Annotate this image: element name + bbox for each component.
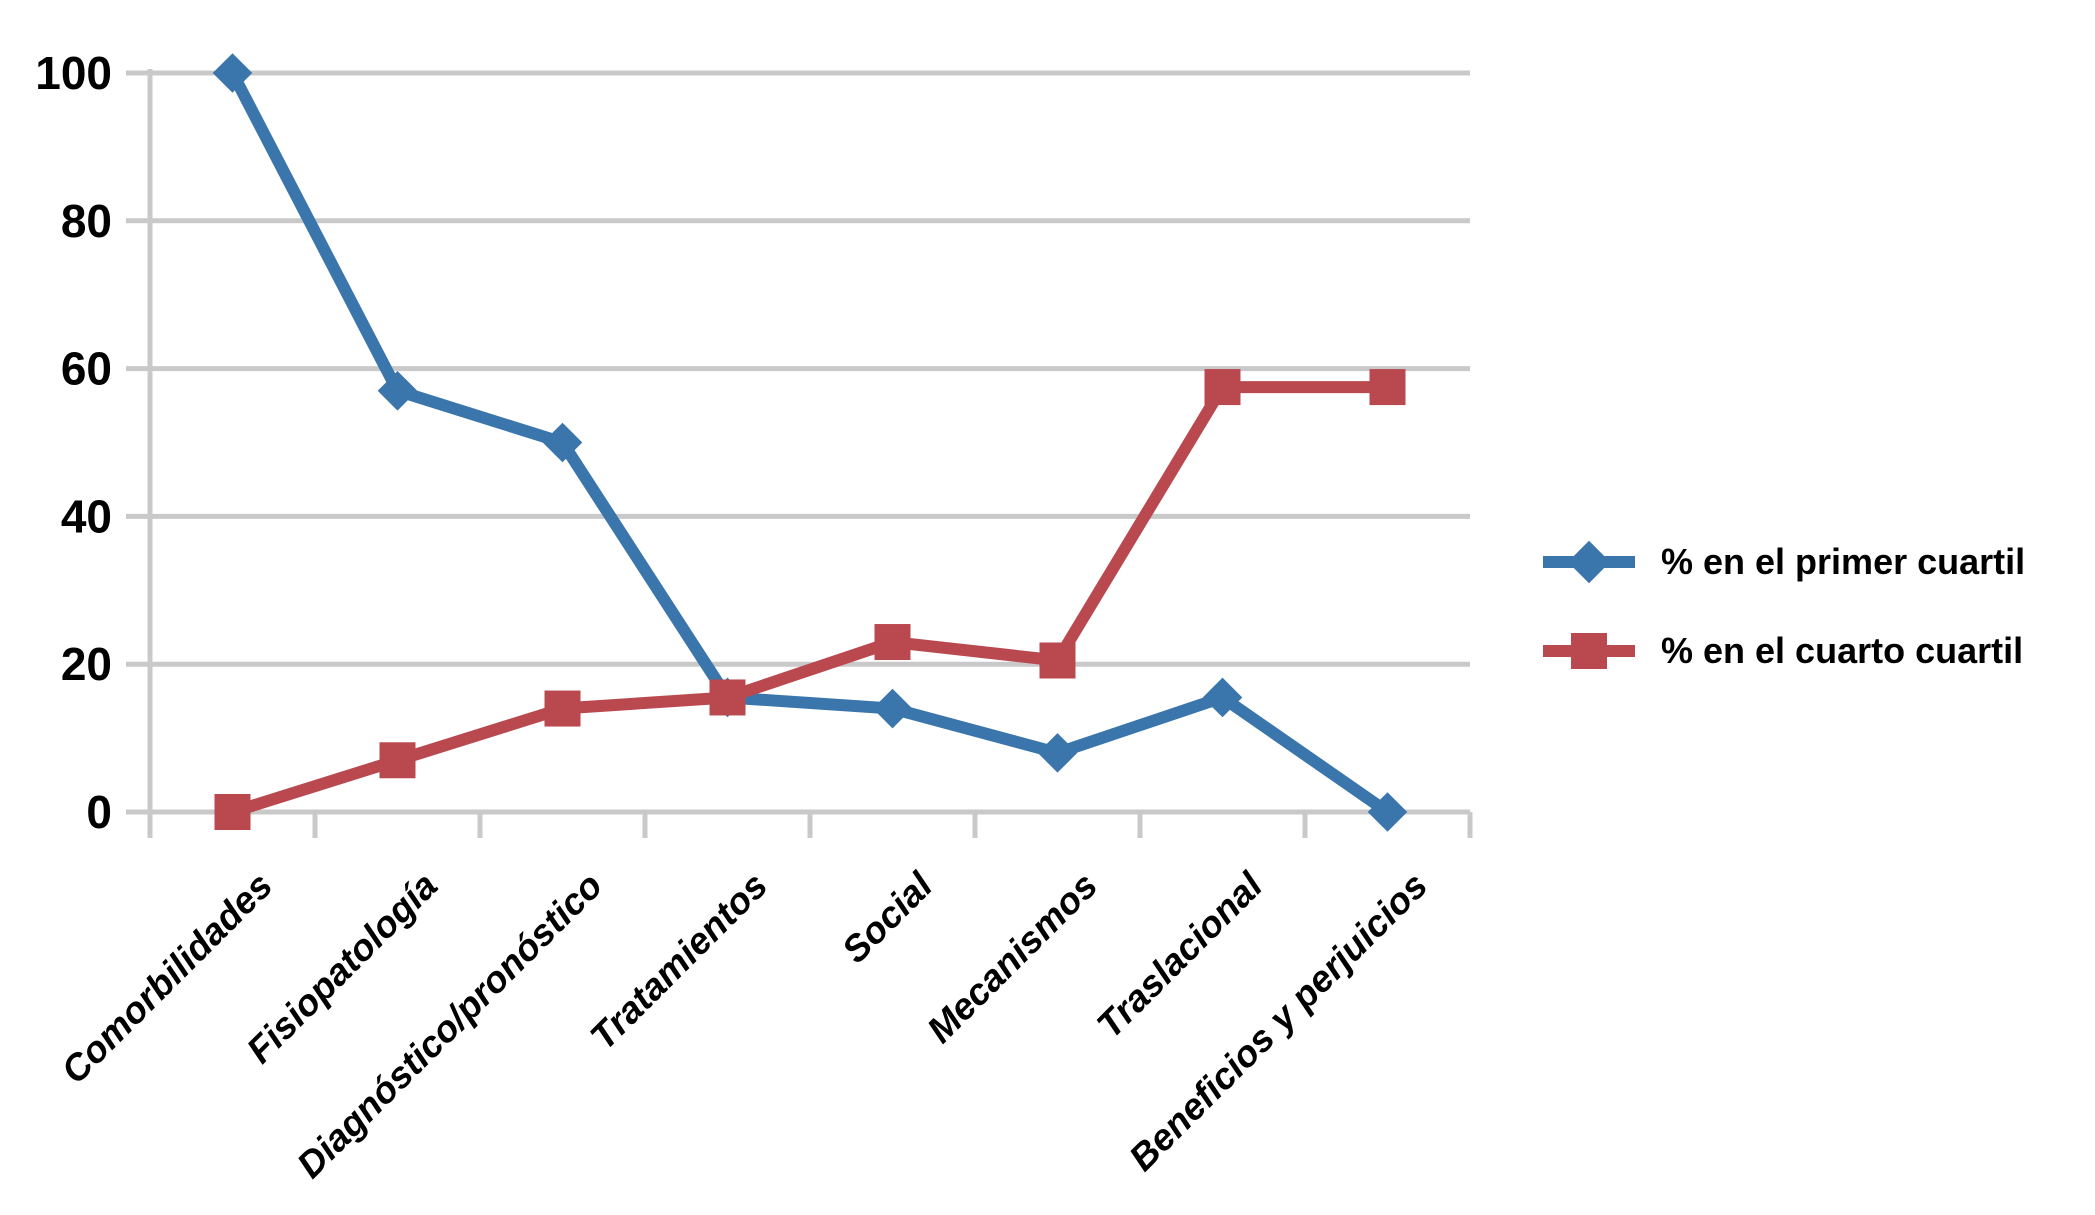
legend-square-marker-icon	[1543, 633, 1635, 669]
y-tick-label: 40	[61, 490, 112, 542]
data-point	[212, 53, 253, 93]
legend-label-cuarto-cuartil: % en el cuarto cuartil	[1661, 630, 2024, 671]
x-category-label: Tratamientos	[582, 865, 775, 1058]
data-point	[379, 742, 416, 779]
data-point	[1367, 792, 1408, 832]
x-category-label: Social	[834, 864, 941, 971]
y-tick-label: 100	[35, 47, 112, 99]
legend-item-cuarto-cuartil: % en el cuarto cuartil	[1543, 616, 2025, 686]
x-category-label: Traslacional	[1089, 864, 1271, 1046]
y-tick-label: 80	[61, 195, 112, 247]
data-point	[1037, 733, 1078, 773]
x-category-label: Mecanismos	[919, 865, 1105, 1051]
x-category-label: Diagnóstico/pronóstico	[289, 865, 610, 1186]
data-point	[874, 624, 911, 661]
x-category-label: Comorbilidades	[53, 865, 280, 1092]
series-line-1	[230, 381, 1388, 818]
data-point	[544, 690, 581, 727]
data-point	[1039, 642, 1076, 679]
y-tick-label: 20	[61, 638, 112, 690]
data-point	[1369, 369, 1406, 406]
data-point	[1204, 369, 1241, 406]
data-point	[872, 688, 913, 729]
data-point	[214, 794, 251, 830]
legend-item-primer-cuartil: % en el primer cuartil	[1543, 527, 2025, 597]
series-line-0	[227, 70, 1391, 817]
data-point	[542, 422, 583, 463]
y-tick-label: 60	[61, 343, 112, 395]
x-category-label: Beneficios y perjuicios	[1121, 865, 1435, 1179]
chart-legend: % en el primer cuartil % en el cuarto cu…	[1543, 527, 2025, 705]
legend-diamond-marker-icon	[1543, 540, 1635, 584]
data-point	[1202, 677, 1243, 718]
legend-label-primer-cuartil: % en el primer cuartil	[1661, 541, 2026, 582]
data-point	[377, 370, 418, 411]
series-0	[212, 53, 1408, 832]
series-1	[214, 369, 1406, 830]
data-point	[709, 679, 746, 716]
y-tick-label: 0	[86, 786, 112, 838]
